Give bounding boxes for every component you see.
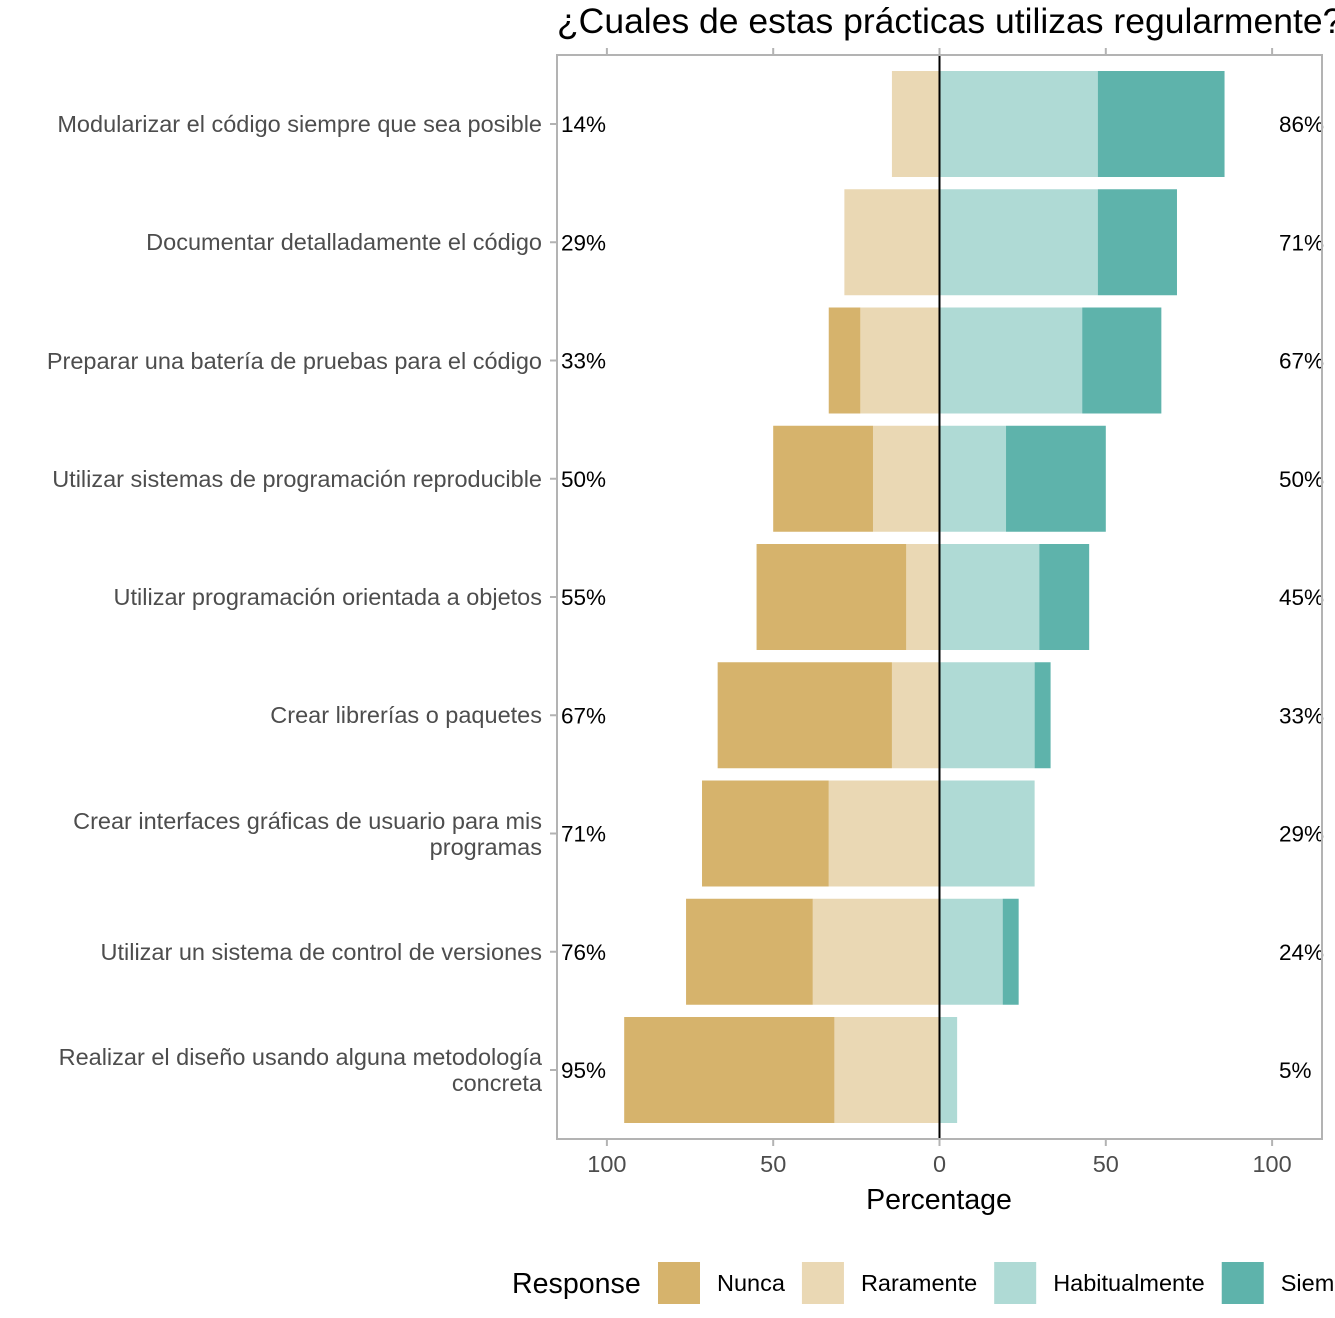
- bar-raramente-7: [828, 780, 940, 887]
- x-tick-label: 50: [760, 1151, 786, 1177]
- x-tick-label: 50: [1093, 1151, 1119, 1177]
- x-axis-title: Percentage: [866, 1184, 1012, 1216]
- low-percent-label: 95%: [561, 1058, 606, 1083]
- low-percent-label: 50%: [561, 467, 606, 492]
- bar-siempre-5: [1039, 544, 1090, 650]
- x-tick-label: 0: [933, 1151, 946, 1177]
- bar-habitualmente-4: [939, 425, 1007, 532]
- legend-key-nunca: [658, 1262, 700, 1304]
- bar-siempre-2: [1097, 189, 1177, 296]
- chart-title: ¿Cuales de estas prácticas utilizas regu…: [557, 1, 1335, 41]
- low-percent-label: 71%: [561, 822, 606, 847]
- high-percent-label: 29%: [1279, 822, 1324, 847]
- legend-key-habitualmente: [994, 1262, 1037, 1304]
- bar-raramente-4: [872, 425, 940, 532]
- high-percent-label: 71%: [1279, 230, 1324, 255]
- low-percent-label: 33%: [561, 349, 606, 374]
- legend-title: Response: [512, 1268, 641, 1300]
- bar-raramente-8: [812, 898, 940, 1005]
- high-percent-label: 50%: [1279, 467, 1324, 492]
- x-tick-label: 100: [587, 1151, 626, 1177]
- low-percent-label: 76%: [561, 940, 606, 965]
- bar-habitualmente-9: [939, 1017, 958, 1123]
- legend: Response Nunca Raramente Habitualmente Siem…: [512, 1262, 1335, 1304]
- high-percent-label: 86%: [1279, 112, 1324, 137]
- bar-raramente-1: [891, 71, 940, 177]
- bar-siempre-6: [1034, 662, 1051, 769]
- y-axis-ticks: [550, 123, 557, 1071]
- bar-nunca-9: [624, 1017, 835, 1123]
- bar-habitualmente-3: [939, 307, 1083, 414]
- bar-raramente-2: [844, 189, 940, 296]
- bar-habitualmente-2: [939, 189, 1098, 296]
- bar-habitualmente-8: [939, 898, 1003, 1005]
- bar-nunca-3: [828, 307, 861, 414]
- legend-key-siempre: [1221, 1262, 1264, 1304]
- bar-raramente-6: [891, 662, 940, 769]
- bar-nunca-5: [756, 544, 907, 650]
- low-percent-label: 67%: [561, 703, 606, 728]
- bar-habitualmente-5: [939, 544, 1040, 650]
- legend-label-nunca: Nunca: [717, 1270, 786, 1296]
- legend-items: Nunca Raramente Habitualmente Siempre: [658, 1262, 1335, 1304]
- bar-raramente-9: [834, 1017, 940, 1123]
- x-tick-label: 100: [1252, 1151, 1291, 1177]
- low-percent-label: 29%: [561, 230, 606, 255]
- legend-label-habitualmente: Habitualmente: [1053, 1270, 1205, 1296]
- legend-label-siempre: Siempre: [1281, 1270, 1335, 1296]
- bar-siempre-1: [1097, 71, 1225, 177]
- bar-raramente-5: [906, 544, 940, 650]
- bar-habitualmente-1: [939, 71, 1098, 177]
- bar-nunca-4: [773, 425, 873, 532]
- low-percent-label: 55%: [561, 585, 606, 610]
- bar-raramente-3: [860, 307, 940, 414]
- bar-siempre-4: [1006, 425, 1106, 532]
- high-percent-label: 33%: [1279, 703, 1324, 728]
- percent-labels: 14% 86% 29% 71% 33% 67% 50% 50% 55% 45% 67% 33% 71% 2…: [561, 112, 1324, 1083]
- bar-nunca-8: [686, 898, 813, 1005]
- high-percent-label: 24%: [1279, 940, 1324, 965]
- high-percent-label: 5%: [1279, 1058, 1312, 1083]
- bar-habitualmente-7: [939, 780, 1035, 887]
- panel-border: [556, 54, 1323, 1140]
- bar-nunca-7: [702, 780, 829, 887]
- bar-habitualmente-6: [939, 662, 1035, 769]
- legend-key-raramente: [801, 1262, 844, 1304]
- bar-siempre-8: [1002, 898, 1019, 1005]
- low-percent-label: 14%: [561, 112, 606, 137]
- high-percent-label: 45%: [1279, 585, 1324, 610]
- x-axis: 100 50 0 50 100: [587, 48, 1292, 1177]
- legend-label-raramente: Raramente: [861, 1270, 977, 1296]
- bar-siempre-3: [1082, 307, 1162, 414]
- bar-nunca-6: [717, 662, 892, 769]
- bars-layer: [624, 71, 1225, 1123]
- high-percent-label: 67%: [1279, 349, 1324, 374]
